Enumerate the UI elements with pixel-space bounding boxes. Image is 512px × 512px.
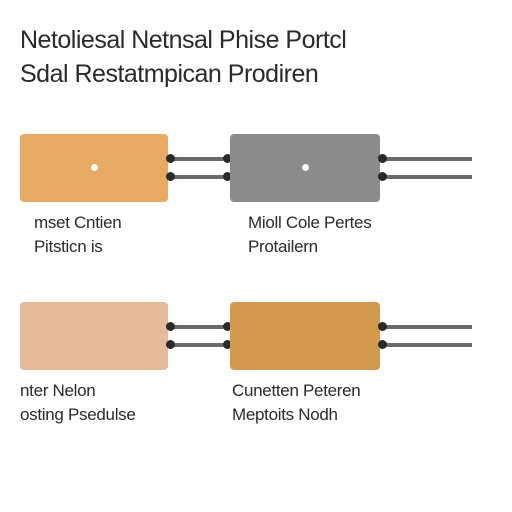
label-line: nter Nelon xyxy=(20,380,136,402)
title-line-2: Sdal Restatmpican Prodiren xyxy=(20,58,492,92)
title-line-1: Netoliesal Netnsal Phise Portcl xyxy=(20,24,492,58)
connector-rail xyxy=(168,157,230,161)
label-right: Mioll Cole PertesProtailern xyxy=(248,212,371,258)
label-line: mset Cntien xyxy=(34,212,121,234)
label-left: nter Nelonosting Psedulse xyxy=(20,380,136,426)
box-row xyxy=(20,302,492,370)
connector-rail xyxy=(380,325,472,329)
label-left: mset CntienPitsticn is xyxy=(34,212,121,258)
diagram-grid: mset CntienPitsticn isMioll Cole PertesP… xyxy=(20,134,492,426)
connector xyxy=(380,302,472,370)
connector xyxy=(168,134,230,202)
diagram-row: nter Nelonosting Psedulse Cunetten Petere… xyxy=(20,302,492,426)
connector-rail xyxy=(380,343,472,347)
connector-rail xyxy=(168,175,230,179)
label-line: Pitsticn is xyxy=(34,236,121,258)
box-dot-icon xyxy=(91,164,98,171)
label-row: nter Nelonosting Psedulse Cunetten Petere… xyxy=(20,380,492,426)
connector-rail xyxy=(168,343,230,347)
label-line: Meptoits Nodh xyxy=(232,404,360,426)
box-dot-icon xyxy=(302,164,309,171)
label-line: Cunetten Peteren xyxy=(232,380,360,402)
label-row: mset CntienPitsticn isMioll Cole PertesP… xyxy=(20,212,492,258)
connector-rail xyxy=(168,325,230,329)
box-row xyxy=(20,134,492,202)
diagram-row: mset CntienPitsticn isMioll Cole PertesP… xyxy=(20,134,492,258)
connector-rail xyxy=(380,157,472,161)
label-right: Cunetten PeterenMeptoits Nodh xyxy=(232,380,360,426)
node-box xyxy=(20,134,168,202)
node-box xyxy=(20,302,168,370)
connector-rail xyxy=(380,175,472,179)
title-block: Netoliesal Netnsal Phise Portcl Sdal Res… xyxy=(20,24,492,92)
label-line: Mioll Cole Pertes xyxy=(248,212,371,234)
connector xyxy=(168,302,230,370)
node-box xyxy=(230,134,380,202)
label-line: Protailern xyxy=(248,236,371,258)
label-line: osting Psedulse xyxy=(20,404,136,426)
connector xyxy=(380,134,472,202)
node-box xyxy=(230,302,380,370)
